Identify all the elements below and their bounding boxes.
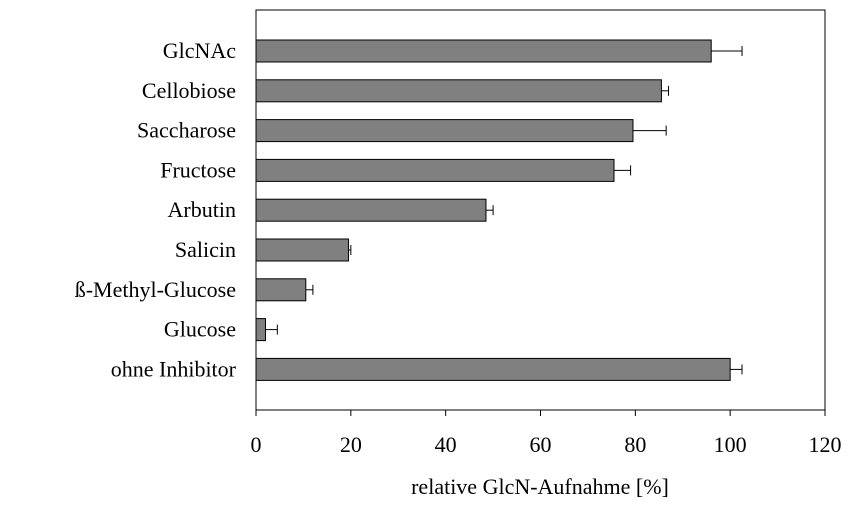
category-label: Salicin	[175, 237, 236, 262]
x-tick-label: 120	[809, 432, 842, 457]
x-tick-label: 40	[435, 432, 457, 457]
bar	[255, 238, 349, 262]
x-tick-label: 0	[251, 432, 262, 457]
bar	[255, 357, 731, 381]
x-axis-title: relative GlcN-Aufnahme [%]	[411, 474, 669, 499]
error-bars-group	[265, 46, 743, 375]
category-label: Arbutin	[168, 197, 236, 222]
category-label: ß-Methyl-Glucose	[75, 277, 236, 302]
category-label: Saccharose	[137, 118, 236, 143]
category-labels-group: GlcNAc Cellobiose Saccharose Fructose Arbuti…	[75, 38, 237, 381]
x-tick-label: 20	[340, 432, 362, 457]
category-label: GlcNAc	[163, 38, 237, 63]
bar	[255, 119, 634, 143]
x-tick-label: 80	[624, 432, 646, 457]
bar	[255, 39, 712, 63]
x-ticks-group: 0 20 40 60 80 100 120	[251, 410, 842, 457]
category-label: Fructose	[160, 157, 236, 182]
category-label: Cellobiose	[142, 78, 236, 103]
category-label: ohne Inhibitor	[111, 356, 237, 381]
x-tick-label: 100	[714, 432, 747, 457]
x-tick-label: 60	[530, 432, 552, 457]
category-label: Glucose	[164, 317, 236, 342]
bar	[255, 318, 266, 342]
bar	[255, 198, 487, 222]
bar	[255, 158, 615, 182]
bar	[255, 79, 662, 103]
bar	[255, 278, 307, 302]
